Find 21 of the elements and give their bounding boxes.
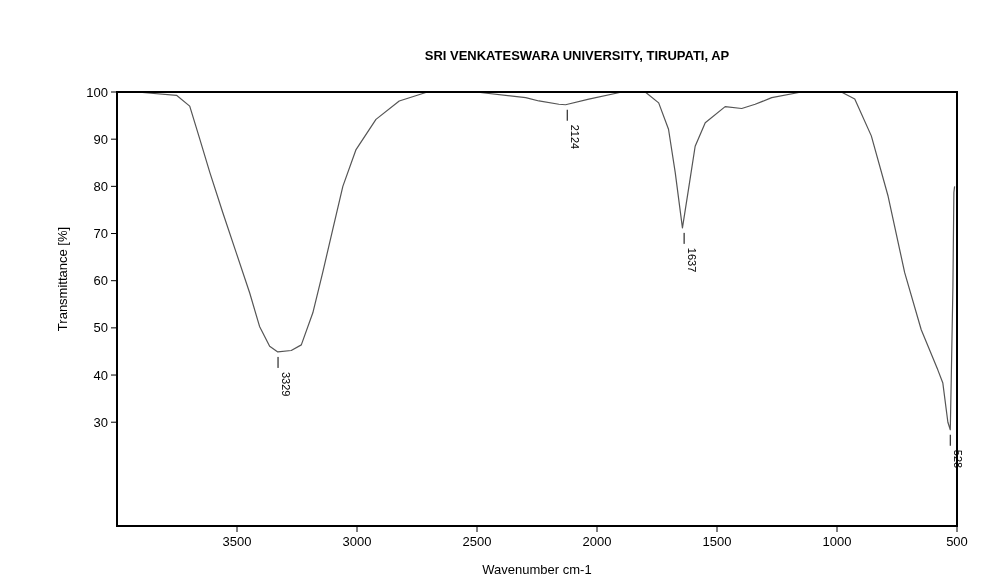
- y-tick-label: 30: [93, 414, 108, 430]
- x-tick-label: 3500: [222, 534, 252, 549]
- y-tick-label: 100: [86, 84, 108, 100]
- y-tick-label: 50: [93, 320, 108, 336]
- x-tick-label: 500: [946, 534, 968, 549]
- y-tick-label: 40: [93, 367, 108, 383]
- x-tick-label: 2500: [462, 534, 492, 549]
- annotation: 1637: [686, 247, 699, 273]
- y-tick-label: 80: [93, 178, 108, 194]
- annotation: 2124: [569, 124, 582, 150]
- y-axis-title: Transmittance [%]: [55, 226, 70, 332]
- annotation: 3329: [280, 371, 293, 397]
- y-tick-label: 70: [93, 226, 108, 242]
- y-tick-label: 60: [93, 273, 108, 289]
- x-tick-label: 3000: [342, 534, 372, 549]
- chart-title: SRI VENKATESWARA UNIVERSITY, TIRUPATI, AP: [424, 48, 730, 63]
- x-tick-label: 2000: [582, 534, 612, 549]
- x-tick-label: 1500: [702, 534, 732, 549]
- x-axis-title: Wavenumber cm-1: [482, 562, 592, 577]
- x-tick-label: 1000: [822, 534, 852, 549]
- y-tick-label: 90: [93, 131, 108, 147]
